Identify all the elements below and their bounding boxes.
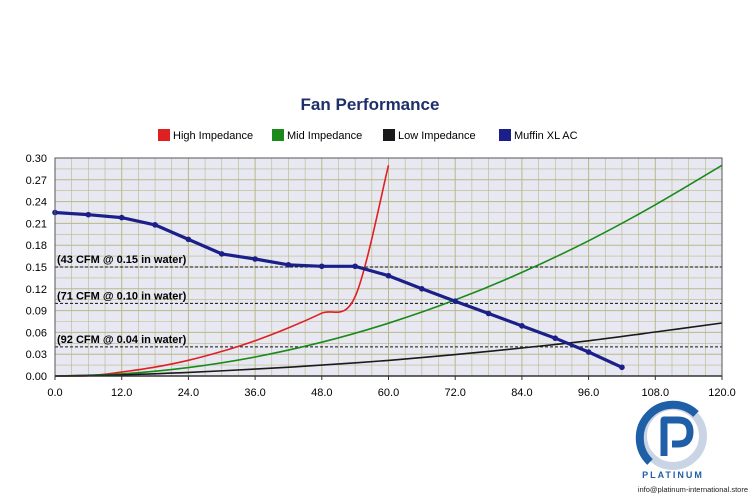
reference-lines	[55, 266, 722, 348]
data-point	[152, 222, 158, 228]
y-tick-label: 0.27	[26, 175, 47, 187]
annotation-label: (43 CFM @ 0.15 in water)	[57, 254, 187, 266]
legend-label: Muffin XL AC	[514, 130, 578, 142]
legend-item: High Impedance	[158, 129, 253, 142]
x-tick-label: 24.0	[178, 387, 199, 399]
x-tick-label: 96.0	[578, 387, 599, 399]
data-point	[118, 214, 125, 221]
series-layer	[52, 164, 723, 377]
data-point	[519, 323, 525, 329]
x-tick-label: 72.0	[444, 387, 465, 399]
y-tick-label: 0.06	[26, 327, 47, 339]
x-tick-label: 12.0	[111, 387, 132, 399]
chart-title: Fan Performance	[301, 95, 440, 114]
y-tick-label: 0.09	[26, 306, 47, 318]
data-point	[485, 310, 492, 317]
y-tick-label: 0.12	[26, 284, 47, 296]
legend: High Impedance Mid Impedance Low Impedance…	[158, 129, 578, 142]
series-line	[54, 210, 623, 369]
data-point	[185, 236, 192, 243]
logo-brand-name: PLATINUM	[642, 470, 704, 480]
legend-item: Low Impedance	[383, 129, 476, 142]
y-tick-label: 0.24	[26, 197, 47, 209]
legend-swatch	[272, 129, 284, 141]
x-tick-label: 48.0	[311, 387, 332, 399]
x-tick-label: 108.0	[642, 387, 670, 399]
series-line	[54, 164, 723, 377]
x-tick-label: 84.0	[511, 387, 532, 399]
data-point	[319, 263, 325, 270]
legend-label: High Impedance	[173, 130, 253, 142]
data-point	[285, 262, 292, 268]
legend-swatch	[158, 129, 170, 141]
y-tick-labels: 0.00 0.03 0.06 0.09 0.12 0.15 0.18 0.21 0.24 0.27…	[26, 153, 47, 383]
y-tick-label: 0.18	[26, 240, 47, 252]
series-line	[54, 322, 723, 377]
y-tick-label: 0.30	[26, 153, 47, 165]
x-tick-label: 0.0	[47, 387, 62, 399]
logo-email: info@platinum-international.store	[637, 485, 748, 494]
data-point	[252, 256, 258, 262]
legend-swatch	[499, 129, 511, 141]
x-tick-label: 60.0	[378, 387, 399, 399]
data-point	[619, 364, 625, 371]
data-point	[385, 272, 392, 279]
annotation-label: (92 CFM @ 0.04 in water)	[57, 334, 187, 346]
y-tick-label: 0.15	[26, 262, 47, 274]
data-point	[218, 251, 225, 257]
legend-label: Low Impedance	[398, 130, 476, 142]
annotation-label: (71 CFM @ 0.10 in water)	[57, 290, 187, 302]
x-tick-label: 36.0	[244, 387, 265, 399]
legend-item: Muffin XL AC	[499, 129, 578, 142]
y-tick-label: 0.21	[26, 218, 47, 230]
data-point	[85, 211, 92, 218]
data-point	[585, 349, 592, 355]
x-tick-label: 120.0	[708, 387, 736, 399]
data-point	[419, 286, 425, 292]
y-tick-label: 0.03	[26, 349, 47, 361]
data-point	[352, 263, 358, 270]
legend-item: Mid Impedance	[272, 129, 362, 142]
annotations: (43 CFM @ 0.15 in water) (71 CFM @ 0.10 i…	[57, 254, 187, 346]
data-point	[552, 335, 559, 342]
platinum-logo: PLATINUM info@platinum-international.sto…	[620, 400, 748, 498]
x-tick-labels: 0.0 12.0 24.0 36.0 48.0 60.0 72.0 84.0 96.0 108.0…	[47, 376, 736, 399]
data-point	[452, 298, 459, 304]
series-line	[54, 165, 390, 377]
platinum-p-logo-icon	[635, 400, 707, 470]
legend-swatch	[383, 129, 395, 141]
y-tick-label: 0.00	[26, 371, 47, 383]
legend-label: Mid Impedance	[287, 130, 362, 142]
